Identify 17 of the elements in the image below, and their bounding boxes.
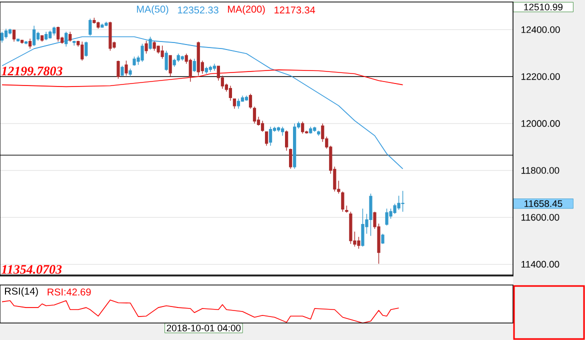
text: 2018-10-01 04:00 (166, 324, 241, 332)
annotation: 12173.34 (274, 6, 316, 14)
text: MA(200) (228, 5, 265, 15)
ref-line-label: 11354.0703 (1, 265, 62, 274)
y-tick-label: 12400.00 (521, 26, 560, 34)
y-tick-label: 12200.00 (521, 73, 560, 80)
y-tick-label: 12000.00 (521, 120, 560, 127)
y-tick-label: 11600.00 (521, 214, 560, 221)
text: 12510.99 (524, 4, 562, 10)
y-tick-label: 11800.00 (521, 167, 560, 174)
y-tick-label: 11400.00 (521, 260, 560, 268)
ref-line-label: 12199.7803 (1, 66, 62, 76)
text: RSI:42.69 (48, 288, 91, 296)
annotation: 12352.33 (178, 6, 218, 14)
text: MA(50) (137, 5, 168, 15)
chart-title: RSI(14) (5, 287, 38, 297)
text: 11658.45 (524, 200, 562, 207)
